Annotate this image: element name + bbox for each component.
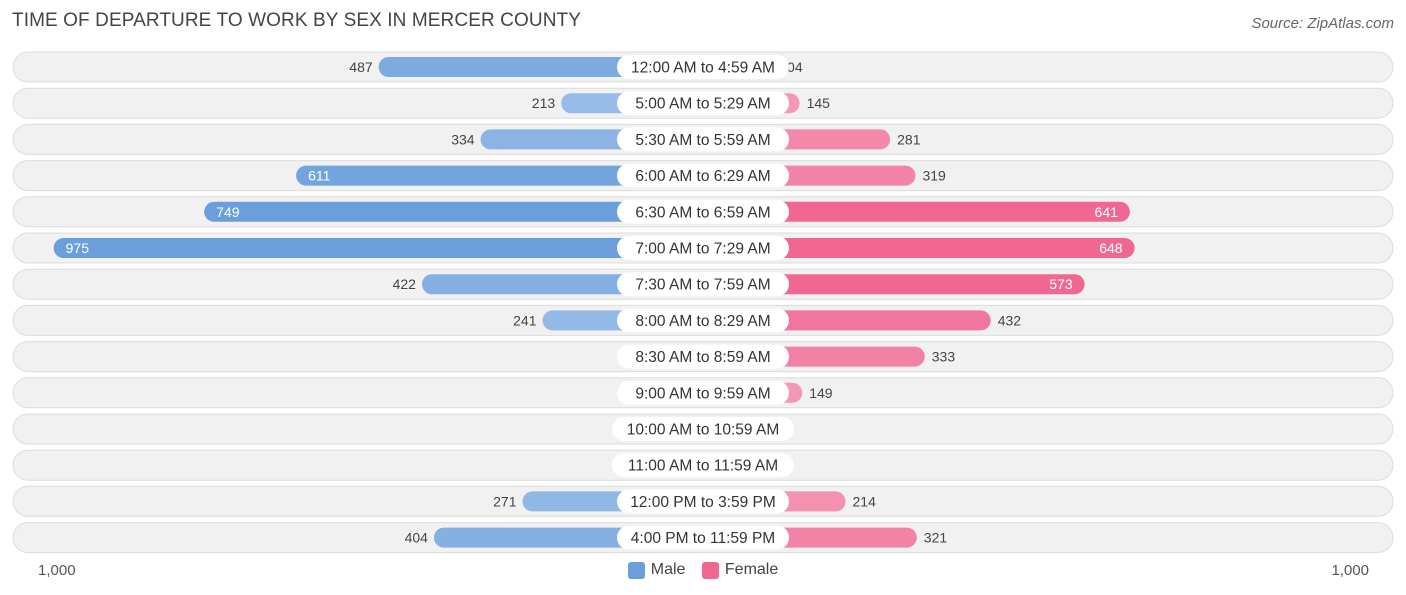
legend: Male Female bbox=[0, 561, 1406, 584]
category-label: 8:00 AM to 8:29 AM bbox=[635, 313, 770, 330]
axis-right-label: 1,000 bbox=[1331, 562, 1369, 579]
female-value-label: 281 bbox=[897, 131, 921, 147]
category-label: 5:30 AM to 5:59 AM bbox=[635, 132, 770, 149]
chart-title: TIME OF DEPARTURE TO WORK BY SEX IN MERC… bbox=[12, 10, 581, 31]
male-bar bbox=[204, 201, 703, 222]
male-value-label: 487 bbox=[349, 59, 373, 75]
female-value-label: 145 bbox=[807, 95, 831, 111]
category-label-background bbox=[617, 344, 789, 369]
category-label: 5:00 AM to 5:29 AM bbox=[635, 96, 770, 113]
category-label: 12:00 PM to 3:59 PM bbox=[630, 494, 776, 511]
category-label: 4:00 PM to 11:59 PM bbox=[631, 530, 775, 547]
axis-left-label: 1,000 bbox=[38, 562, 76, 579]
male-value-label: 271 bbox=[493, 493, 517, 509]
category-label-background bbox=[617, 127, 789, 152]
male-value-label: 749 bbox=[216, 204, 240, 220]
male-value-label: 611 bbox=[308, 168, 331, 184]
female-value-label: 432 bbox=[998, 312, 1022, 328]
male-bar bbox=[296, 165, 703, 186]
male-bar bbox=[53, 238, 703, 258]
female-bar bbox=[703, 238, 1135, 258]
female-bar bbox=[703, 274, 1085, 295]
category-label: 7:30 AM to 7:59 AM bbox=[635, 277, 770, 294]
legend-label-male: Male bbox=[650, 561, 686, 578]
category-label-background bbox=[617, 236, 789, 260]
female-value-label: 573 bbox=[1049, 276, 1073, 292]
female-bar bbox=[703, 201, 1130, 222]
male-value-label: 404 bbox=[405, 530, 429, 546]
male-value-label: 975 bbox=[66, 240, 90, 256]
category-label: 11:00 AM to 11:59 AM bbox=[628, 458, 778, 475]
female-value-label: 319 bbox=[922, 168, 946, 184]
category-label-background bbox=[617, 308, 789, 333]
category-label: 10:00 AM to 10:59 AM bbox=[627, 422, 780, 439]
female-value-label: 641 bbox=[1095, 204, 1119, 220]
male-value-label: 241 bbox=[513, 312, 537, 328]
male-value-label: 422 bbox=[393, 276, 417, 292]
female-value-label: 321 bbox=[924, 530, 948, 546]
legend-item-female[interactable]: Female bbox=[701, 561, 779, 579]
female-value-label: 648 bbox=[1099, 240, 1123, 256]
category-label-background bbox=[617, 525, 789, 550]
source-credit: Source: ZipAtlas.com bbox=[1251, 15, 1394, 32]
male-value-label: 213 bbox=[532, 95, 556, 111]
category-label: 6:00 AM to 6:29 AM bbox=[635, 168, 770, 185]
category-label-background bbox=[617, 380, 789, 405]
female-value-label: 333 bbox=[932, 349, 956, 365]
category-label: 9:00 AM to 9:59 AM bbox=[635, 385, 770, 402]
category-label: 8:30 AM to 8:59 AM bbox=[635, 349, 770, 366]
category-label: 12:00 AM to 4:59 AM bbox=[631, 60, 775, 77]
legend-label-female: Female bbox=[724, 561, 779, 578]
category-label: 7:00 AM to 7:29 AM bbox=[635, 241, 770, 258]
legend-item-male[interactable]: Male bbox=[627, 561, 686, 579]
category-label-background bbox=[612, 453, 794, 478]
category-label-background bbox=[617, 55, 789, 79]
legend-swatch-female bbox=[701, 561, 719, 579]
female-value-label: 214 bbox=[853, 493, 877, 509]
male-value-label: 334 bbox=[451, 131, 475, 147]
category-label-background bbox=[617, 91, 789, 116]
category-label-background bbox=[612, 417, 794, 441]
category-label: 6:30 AM to 6:59 AM bbox=[635, 204, 770, 221]
legend-swatch-male bbox=[627, 561, 645, 579]
category-label-background bbox=[617, 163, 789, 188]
category-label-background bbox=[617, 199, 789, 224]
category-label-background bbox=[617, 272, 789, 297]
female-value-label: 149 bbox=[809, 385, 833, 401]
category-label-background bbox=[617, 489, 789, 514]
